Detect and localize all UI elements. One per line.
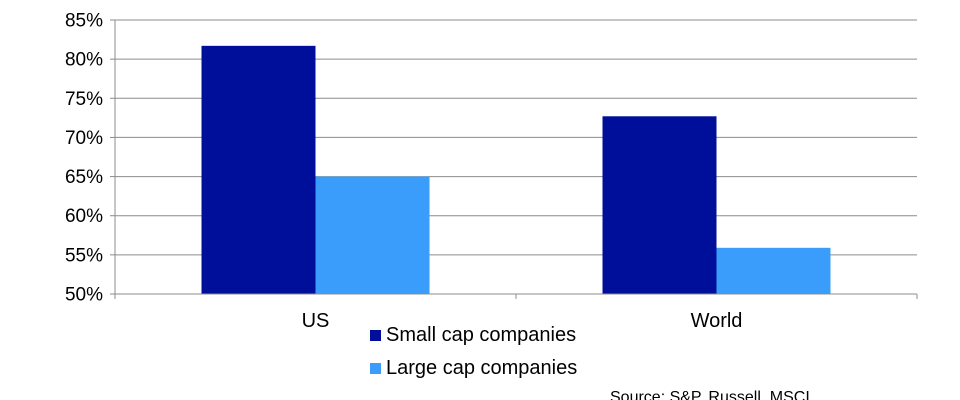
x-tick-label: US: [302, 310, 330, 332]
y-tick-label: 80%: [65, 50, 103, 71]
bar-world-large-cap: [716, 247, 831, 294]
axes: [114, 20, 918, 299]
bar-us-small-cap: [201, 45, 316, 294]
y-tick-label: 50%: [65, 285, 103, 306]
x-tick-label: World: [691, 310, 743, 332]
bar-world-small-cap: [602, 116, 717, 294]
y-tick-label: 65%: [65, 167, 103, 188]
bar-us-large-cap: [315, 176, 430, 294]
legend-swatch: [370, 330, 381, 341]
legend-label: Small cap companies: [386, 324, 576, 346]
y-axis-ticks: 50% 55% 60% 65% 70% 75% 80% 85%: [65, 11, 115, 306]
legend: Small cap companies Large cap companies: [370, 324, 577, 379]
y-tick-label: 85%: [65, 11, 103, 32]
source-note: Source: S&P, Russell, MSCI: [610, 389, 810, 400]
y-tick-label: 55%: [65, 245, 103, 266]
legend-swatch: [370, 363, 381, 374]
bars: [201, 45, 831, 294]
y-tick-label: 75%: [65, 89, 103, 110]
x-axis-labels: US World: [302, 310, 743, 332]
y-tick-label: 70%: [65, 128, 103, 149]
legend-label: Large cap companies: [386, 357, 577, 379]
y-tick-label: 60%: [65, 206, 103, 227]
